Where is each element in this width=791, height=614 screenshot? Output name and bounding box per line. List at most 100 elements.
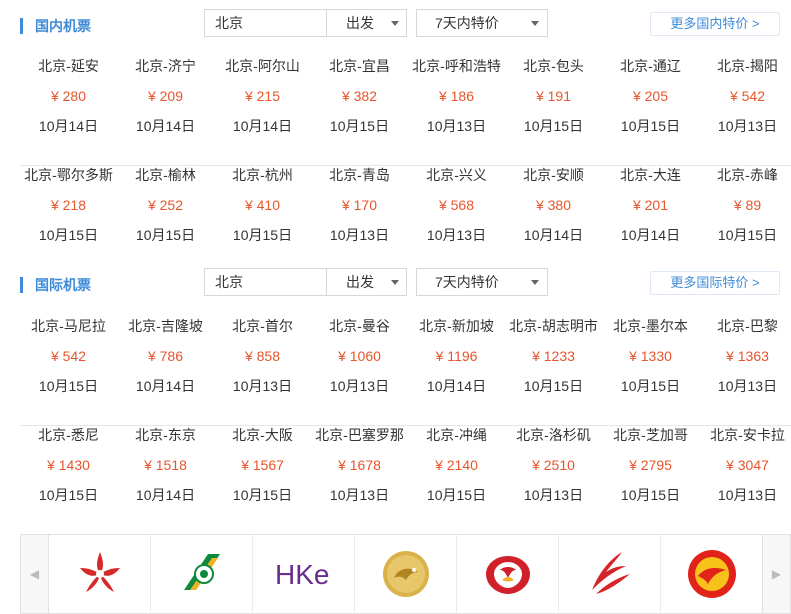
date: 10月15日 bbox=[38, 378, 99, 394]
flight-deal[interactable]: 北京-东京 ¥ 1518 10月14日 bbox=[117, 425, 214, 525]
chevron-down-icon bbox=[391, 21, 399, 26]
date: 10月13日 bbox=[717, 487, 778, 503]
price: ¥ 215 bbox=[244, 88, 281, 104]
domestic-direction-select[interactable]: 出发 bbox=[328, 10, 407, 36]
route: 北京-赤峰 bbox=[717, 167, 778, 183]
price: ¥ 542 bbox=[50, 348, 87, 364]
route: 北京-宜昌 bbox=[329, 58, 390, 74]
international-title: 国际机票 bbox=[20, 277, 91, 293]
flight-deal[interactable]: 北京-安卡拉 ¥ 3047 10月13日 bbox=[699, 425, 791, 525]
price: ¥ 858 bbox=[244, 348, 281, 364]
flight-deal[interactable]: 北京-首尔 ¥ 858 10月13日 bbox=[214, 316, 311, 416]
domestic-days-label: 7天内特价 bbox=[435, 15, 499, 31]
flight-deal[interactable]: 北京-冲绳 ¥ 2140 10月15日 bbox=[408, 425, 505, 525]
domestic-row: 北京-鄂尔多斯 ¥ 218 10月15日 北京-榆林 ¥ 252 10月15日 北京-杭… bbox=[20, 165, 791, 275]
flight-deal[interactable]: 北京-兴义 ¥ 568 10月13日 bbox=[408, 165, 505, 265]
airline-logo-item[interactable] bbox=[661, 535, 763, 613]
flight-deal[interactable]: 北京-大阪 ¥ 1567 10月15日 bbox=[214, 425, 311, 525]
flight-deal[interactable]: 北京-安顺 ¥ 380 10月14日 bbox=[505, 165, 602, 265]
flight-deal[interactable]: 北京-胡志明市 ¥ 1233 10月15日 bbox=[505, 316, 602, 416]
price: ¥ 1330 bbox=[629, 348, 672, 364]
chevron-left-icon: ◀ bbox=[29, 567, 40, 581]
airline-logo-item[interactable] bbox=[49, 535, 151, 613]
flight-deal[interactable]: 北京-悉尼 ¥ 1430 10月15日 bbox=[20, 425, 117, 525]
flight-deal[interactable]: 北京-包头 ¥ 191 10月15日 bbox=[505, 56, 602, 156]
airline-logo-item[interactable] bbox=[457, 535, 559, 613]
flight-deal[interactable]: 北京-大连 ¥ 201 10月14日 bbox=[602, 165, 699, 265]
route: 北京-杭州 bbox=[232, 167, 293, 183]
date: 10月14日 bbox=[135, 118, 196, 134]
flight-deal[interactable]: 北京-通辽 ¥ 205 10月15日 bbox=[602, 56, 699, 156]
international-days-label: 7天内特价 bbox=[435, 274, 499, 290]
route: 北京-青岛 bbox=[329, 167, 390, 183]
flight-deal[interactable]: 北京-墨尔本 ¥ 1330 10月15日 bbox=[602, 316, 699, 416]
domestic-title: 国内机票 bbox=[20, 18, 91, 34]
flight-deal[interactable]: 北京-曼谷 ¥ 1060 10月13日 bbox=[311, 316, 408, 416]
price: ¥ 1678 bbox=[338, 457, 381, 473]
juneyao-airlines-logo-icon bbox=[687, 550, 736, 598]
date: 10月15日 bbox=[135, 227, 196, 243]
international-city-input[interactable] bbox=[205, 269, 327, 295]
flight-deal[interactable]: 北京-揭阳 ¥ 542 10月13日 bbox=[699, 56, 791, 156]
chevron-down-icon bbox=[531, 280, 539, 285]
flight-deal[interactable]: 北京-青岛 ¥ 170 10月13日 bbox=[311, 165, 408, 265]
flight-deal[interactable]: 北京-马尼拉 ¥ 542 10月15日 bbox=[20, 316, 117, 416]
price: ¥ 1060 bbox=[338, 348, 381, 364]
domestic-city-box: 出发 bbox=[204, 9, 407, 37]
flight-deal[interactable]: 北京-济宁 ¥ 209 10月14日 bbox=[117, 56, 214, 156]
date: 10月13日 bbox=[232, 378, 293, 394]
route: 北京-大连 bbox=[620, 167, 681, 183]
flight-deal[interactable]: 北京-巴黎 ¥ 1363 10月13日 bbox=[699, 316, 791, 416]
flight-deal[interactable]: 北京-榆林 ¥ 252 10月15日 bbox=[117, 165, 214, 265]
route: 北京-包头 bbox=[523, 58, 584, 74]
price: ¥ 542 bbox=[729, 88, 766, 104]
international-more-link[interactable]: 更多国际特价 > bbox=[650, 271, 780, 295]
route: 北京-榆林 bbox=[135, 167, 196, 183]
flight-deal[interactable]: 北京-鄂尔多斯 ¥ 218 10月15日 bbox=[20, 165, 117, 265]
international-days-select[interactable]: 7天内特价 bbox=[416, 268, 548, 296]
airline-logo-item[interactable] bbox=[355, 535, 457, 613]
flight-deal[interactable]: 北京-芝加哥 ¥ 2795 10月15日 bbox=[602, 425, 699, 525]
international-header: 国际机票 出发 7天内特价 更多国际特价 > bbox=[0, 267, 791, 303]
flight-deal[interactable]: 北京-杭州 ¥ 410 10月15日 bbox=[214, 165, 311, 265]
flight-deal[interactable]: 北京-新加坡 ¥ 1196 10月14日 bbox=[408, 316, 505, 416]
flight-deal[interactable]: 北京-呼和浩特 ¥ 186 10月13日 bbox=[408, 56, 505, 156]
date: 10月13日 bbox=[717, 378, 778, 394]
domestic-city-input[interactable] bbox=[205, 10, 327, 36]
date: 10月14日 bbox=[135, 378, 196, 394]
date: 10月14日 bbox=[38, 118, 99, 134]
flight-deal[interactable]: 北京-吉隆坡 ¥ 786 10月14日 bbox=[117, 316, 214, 416]
airline-logo-item[interactable] bbox=[151, 535, 253, 613]
carousel-prev-button[interactable]: ◀ bbox=[21, 535, 49, 613]
flight-deal[interactable]: 北京-洛杉矶 ¥ 2510 10月13日 bbox=[505, 425, 602, 525]
date: 10月14日 bbox=[232, 118, 293, 134]
price: ¥ 3047 bbox=[726, 457, 769, 473]
price: ¥ 1233 bbox=[532, 348, 575, 364]
route: 北京-胡志明市 bbox=[509, 318, 598, 334]
date: 10月15日 bbox=[717, 227, 778, 243]
route: 北京-延安 bbox=[38, 58, 99, 74]
route: 北京-巴黎 bbox=[717, 318, 778, 334]
date: 10月15日 bbox=[620, 487, 681, 503]
route: 北京-鄂尔多斯 bbox=[24, 167, 113, 183]
route: 北京-济宁 bbox=[135, 58, 196, 74]
date: 10月13日 bbox=[717, 118, 778, 134]
flight-deal[interactable]: 北京-赤峰 ¥ 89 10月15日 bbox=[699, 165, 791, 265]
date: 10月13日 bbox=[329, 378, 390, 394]
airline-logo-item[interactable] bbox=[559, 535, 661, 613]
carousel-next-button[interactable]: ▶ bbox=[762, 535, 790, 613]
eva-air-logo-icon bbox=[183, 554, 220, 590]
flight-deal[interactable]: 北京-延安 ¥ 280 10月14日 bbox=[20, 56, 117, 156]
route: 北京-吉隆坡 bbox=[128, 318, 203, 334]
flight-deal[interactable]: 北京-巴塞罗那 ¥ 1678 10月13日 bbox=[311, 425, 408, 525]
domestic-more-link[interactable]: 更多国内特价 > bbox=[650, 12, 780, 36]
international-row: 北京-马尼拉 ¥ 542 10月15日 北京-吉隆坡 ¥ 786 10月14日 北京-首… bbox=[20, 316, 791, 426]
flight-deal[interactable]: 北京-阿尔山 ¥ 215 10月14日 bbox=[214, 56, 311, 156]
chevron-right-icon: ▶ bbox=[771, 567, 782, 581]
flight-deal[interactable]: 北京-宜昌 ¥ 382 10月15日 bbox=[311, 56, 408, 156]
sichuan-airlines-logo-icon bbox=[591, 552, 630, 594]
price: ¥ 786 bbox=[147, 348, 184, 364]
domestic-days-select[interactable]: 7天内特价 bbox=[416, 9, 548, 37]
airline-logo-item[interactable]: HKe bbox=[253, 535, 355, 613]
international-direction-select[interactable]: 出发 bbox=[328, 269, 407, 295]
